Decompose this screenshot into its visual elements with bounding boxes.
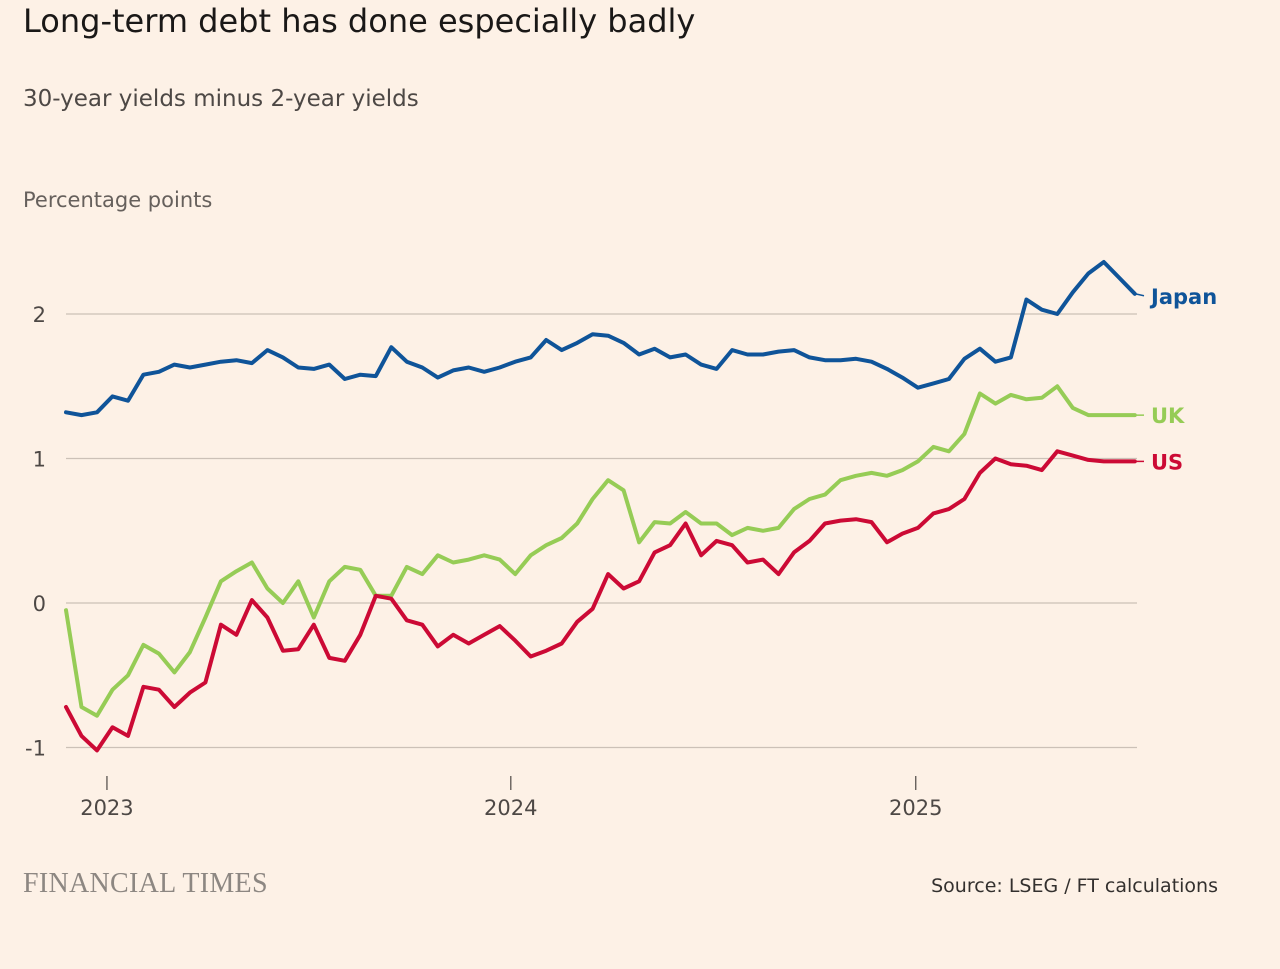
series-label-leader bbox=[1134, 293, 1145, 297]
y-axis-unit-label: Percentage points bbox=[23, 188, 213, 212]
y-tick-label: 1 bbox=[33, 448, 46, 472]
chart-title: Long-term debt has done especially badly bbox=[23, 2, 696, 40]
y-tick-label: 2 bbox=[33, 303, 46, 327]
x-axis: 2023 2024 2025 bbox=[80, 776, 942, 820]
x-tick-label: 2024 bbox=[484, 796, 537, 820]
series-line-japan bbox=[64, 260, 1137, 418]
x-tick-label: 2023 bbox=[80, 796, 133, 820]
x-tick-label: 2025 bbox=[889, 796, 942, 820]
source-note: Source: LSEG / FT calculations bbox=[931, 875, 1218, 897]
y-tick-label: -1 bbox=[25, 737, 46, 761]
series-labels: Japan UK US bbox=[1134, 285, 1217, 474]
series-line-us bbox=[64, 449, 1137, 753]
series-line-uk bbox=[64, 384, 1137, 718]
series-lines bbox=[64, 260, 1137, 753]
publisher-logo: FINANCIAL TIMES bbox=[23, 868, 268, 899]
gridlines: 2 1 0 -1 bbox=[25, 303, 1137, 761]
chart-subtitle: 30-year yields minus 2-year yields bbox=[23, 86, 419, 112]
series-label-japan: Japan bbox=[1149, 285, 1217, 309]
y-tick-label: 0 bbox=[33, 592, 46, 616]
series-label-us: US bbox=[1151, 450, 1183, 474]
series-label-uk: UK bbox=[1151, 404, 1185, 428]
